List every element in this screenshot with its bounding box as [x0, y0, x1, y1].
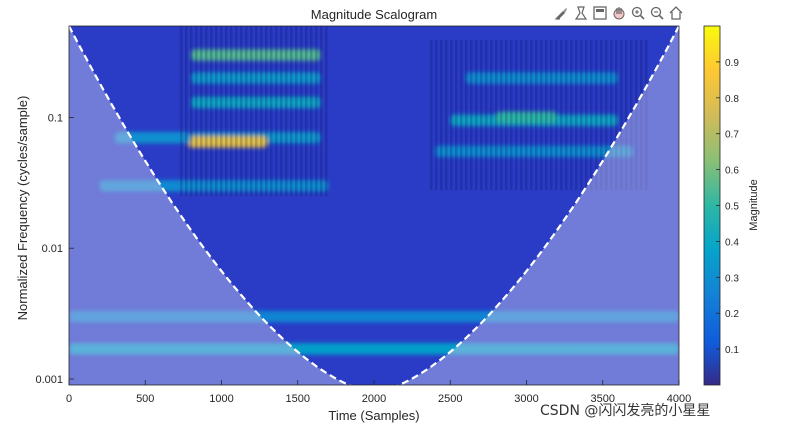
brush-icon[interactable] — [554, 5, 570, 21]
cone-of-influence-shade — [69, 26, 679, 385]
figure-toolbar — [554, 5, 684, 25]
y-tick-label: 0.001 — [35, 374, 63, 386]
colorbar-tick-label: 0.4 — [725, 237, 739, 248]
x-tick-label: 0 — [66, 393, 72, 405]
pan-icon[interactable] — [611, 5, 627, 21]
oscillation-texture-2 — [430, 40, 650, 190]
scalogram-band-12 — [69, 343, 679, 355]
y-axis-label: Normalized Frequency (cycles/sample) — [15, 96, 30, 321]
colorbar-ticks: 0.1 0.2 0.3 0.4 0.5 0.6 0.7 0.8 0.9 — [716, 58, 739, 356]
oscillation-texture — [180, 26, 330, 196]
x-tick-label: 1000 — [209, 393, 233, 405]
cone-of-influence-line — [69, 26, 679, 385]
data-tip-icon[interactable] — [573, 5, 589, 21]
colorbar-tick-label: 0.6 — [725, 166, 739, 177]
x-axis-label: Time (Samples) — [328, 408, 419, 423]
x-tick-label: 500 — [136, 393, 154, 405]
x-tick-label: 3000 — [514, 393, 538, 405]
zoom-out-icon[interactable] — [649, 5, 665, 21]
scalogram-band-11 — [69, 310, 679, 323]
colorbar-tick-label: 0.2 — [725, 309, 739, 320]
y-tick-label: 0.1 — [48, 112, 63, 124]
home-icon[interactable] — [668, 5, 684, 21]
x-tick-label: 2000 — [362, 393, 386, 405]
zoom-in-icon[interactable] — [630, 5, 646, 21]
colorbar-label: Magnitude — [748, 179, 760, 230]
chart-title: Magnitude Scalogram — [311, 7, 437, 22]
x-axis: 0 500 1000 1500 2000 2500 3000 3500 4000 — [66, 380, 691, 405]
x-tick-label: 3500 — [591, 393, 615, 405]
colorbar-tick-label: 0.8 — [725, 94, 739, 105]
colorbar-tick-label: 0.9 — [725, 58, 739, 69]
watermark: CSDN @闪闪发亮的小星星 — [540, 403, 711, 419]
y-tick-label: 0.01 — [42, 243, 63, 255]
colorbar-tick-label: 0.5 — [725, 202, 739, 213]
y-axis: 0.001 0.01 0.1 — [35, 112, 74, 386]
colorbar-tick-label: 0.3 — [725, 273, 739, 284]
x-tick-label: 1500 — [286, 393, 310, 405]
x-tick-label: 4000 — [667, 393, 691, 405]
colorbar-tick-label: 0.7 — [725, 130, 739, 141]
x-tick-label: 2500 — [438, 393, 462, 405]
scalogram-band-5 — [114, 131, 191, 144]
save-icon[interactable] — [592, 5, 608, 21]
colorbar-tick-label: 0.1 — [725, 345, 739, 356]
